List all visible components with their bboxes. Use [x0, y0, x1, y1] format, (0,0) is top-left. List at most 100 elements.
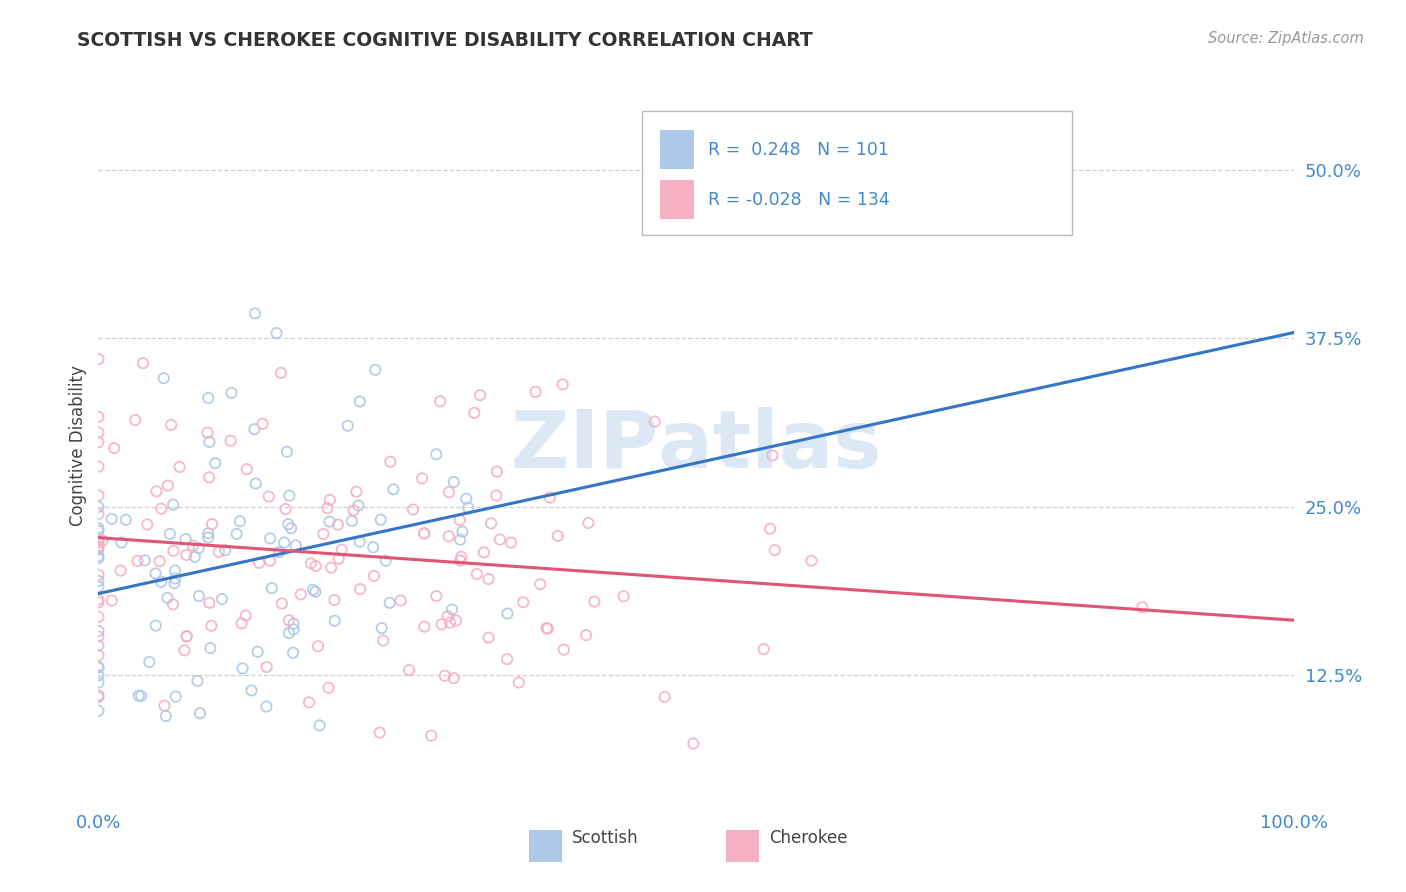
Point: [508, 675, 530, 690]
Point: [281, 646, 304, 660]
Point: [129, 689, 152, 703]
Point: [87, 660, 110, 674]
Point: [269, 545, 291, 559]
Point: [344, 484, 367, 499]
Point: [243, 306, 266, 320]
Point: [87, 648, 110, 663]
Point: [456, 491, 478, 506]
Point: [537, 622, 560, 636]
Text: R =  0.248   N = 101: R = 0.248 N = 101: [709, 141, 889, 159]
Point: [425, 589, 447, 603]
Point: [246, 645, 269, 659]
Point: [87, 574, 110, 588]
Point: [270, 366, 292, 380]
Point: [477, 631, 499, 645]
FancyBboxPatch shape: [529, 830, 562, 862]
Point: [439, 615, 461, 630]
Point: [283, 616, 305, 631]
Point: [197, 526, 219, 541]
Point: [373, 633, 395, 648]
Point: [465, 566, 488, 581]
Point: [266, 326, 288, 340]
Point: [402, 502, 425, 516]
Point: [232, 661, 254, 675]
Point: [759, 522, 782, 536]
Point: [204, 456, 226, 470]
Point: [321, 560, 343, 574]
Point: [305, 558, 328, 573]
Point: [231, 616, 253, 631]
Point: [389, 593, 412, 607]
Point: [524, 384, 547, 399]
Point: [411, 471, 433, 485]
Point: [443, 671, 465, 685]
Point: [374, 554, 396, 568]
Point: [219, 434, 242, 448]
Point: [208, 545, 231, 559]
Point: [87, 489, 110, 503]
Point: [302, 582, 325, 597]
Point: [87, 639, 110, 653]
Point: [413, 526, 436, 541]
Point: [200, 619, 222, 633]
Point: [319, 492, 342, 507]
Point: [188, 589, 211, 603]
Point: [259, 554, 281, 568]
Text: R = -0.028   N = 134: R = -0.028 N = 134: [709, 191, 890, 209]
Point: [308, 718, 330, 732]
Point: [347, 499, 370, 513]
Point: [150, 501, 173, 516]
Point: [110, 564, 132, 578]
Point: [449, 553, 471, 567]
Point: [274, 502, 297, 516]
Point: [463, 406, 485, 420]
Point: [485, 489, 508, 503]
Point: [553, 642, 575, 657]
Point: [240, 683, 263, 698]
Point: [496, 652, 519, 666]
Point: [252, 417, 274, 431]
Point: [197, 391, 219, 405]
Point: [488, 533, 510, 547]
Point: [449, 533, 471, 547]
Point: [87, 459, 110, 474]
Point: [644, 415, 666, 429]
Point: [176, 630, 198, 644]
Point: [485, 465, 508, 479]
Point: [444, 614, 467, 628]
Point: [499, 535, 522, 549]
Point: [380, 455, 402, 469]
Point: [162, 543, 184, 558]
Point: [198, 470, 221, 484]
Point: [87, 580, 110, 594]
Point: [450, 549, 472, 564]
Text: SCOTTISH VS CHEROKEE COGNITIVE DISABILITY CORRELATION CHART: SCOTTISH VS CHEROKEE COGNITIVE DISABILIT…: [77, 31, 813, 50]
Point: [368, 725, 391, 739]
Point: [235, 608, 257, 623]
Point: [188, 706, 211, 721]
Point: [613, 590, 636, 604]
Point: [363, 569, 385, 583]
Point: [211, 592, 233, 607]
Point: [153, 698, 176, 713]
Point: [349, 534, 371, 549]
Point: [149, 554, 172, 568]
Point: [103, 441, 125, 455]
Point: [87, 507, 110, 521]
Point: [382, 483, 405, 497]
Point: [100, 512, 122, 526]
Point: [221, 385, 243, 400]
Point: [420, 729, 443, 743]
Point: [174, 532, 197, 546]
Point: [761, 449, 783, 463]
FancyBboxPatch shape: [725, 830, 759, 862]
Point: [156, 591, 179, 605]
Point: [443, 475, 465, 489]
Point: [163, 564, 186, 578]
Point: [349, 582, 371, 596]
Point: [87, 567, 110, 582]
Point: [575, 628, 598, 642]
FancyBboxPatch shape: [661, 130, 693, 169]
Point: [299, 556, 322, 570]
Point: [87, 668, 110, 682]
